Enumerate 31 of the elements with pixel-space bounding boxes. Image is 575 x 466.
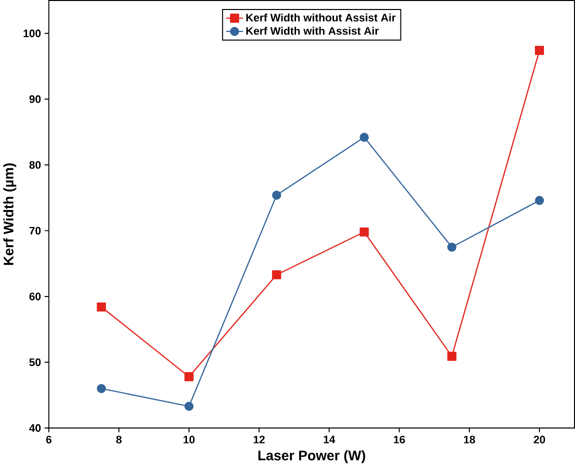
legend-label: Kerf Width with Assist Air xyxy=(246,26,379,35)
y-tick-label: 100 xyxy=(24,29,41,38)
point xyxy=(447,242,456,252)
point xyxy=(272,270,282,280)
point xyxy=(184,372,194,382)
y-tick-label: 80 xyxy=(29,160,41,169)
point xyxy=(534,46,544,55)
y-tick-label: 40 xyxy=(29,424,41,432)
y-axis-title: Kerf Width (µm) xyxy=(3,163,16,265)
x-tick-label: 6 xyxy=(46,436,52,444)
y-tick-label: 50 xyxy=(29,358,41,366)
x-tick-label: 10 xyxy=(184,436,195,444)
x-tick-label: 18 xyxy=(464,436,476,444)
x-tick-label: 14 xyxy=(324,436,336,444)
x-axis-title: Laser Power (W) xyxy=(258,450,366,463)
legend-label: Kerf Width without Assist Air xyxy=(246,13,396,22)
y-tick-label: 60 xyxy=(29,292,41,300)
x-tick-label: 8 xyxy=(116,436,122,444)
point xyxy=(96,384,106,393)
y-tick-label: 90 xyxy=(29,95,41,103)
point xyxy=(360,132,369,142)
y-tick-label: 70 xyxy=(29,226,41,234)
x-tick-label: 20 xyxy=(534,436,546,444)
point xyxy=(272,190,282,200)
point xyxy=(96,302,106,312)
x-tick-label: 12 xyxy=(254,436,265,444)
point xyxy=(447,352,456,361)
x-tick-label: 16 xyxy=(394,436,405,444)
point xyxy=(534,196,544,205)
point xyxy=(184,402,194,411)
point xyxy=(360,227,369,236)
